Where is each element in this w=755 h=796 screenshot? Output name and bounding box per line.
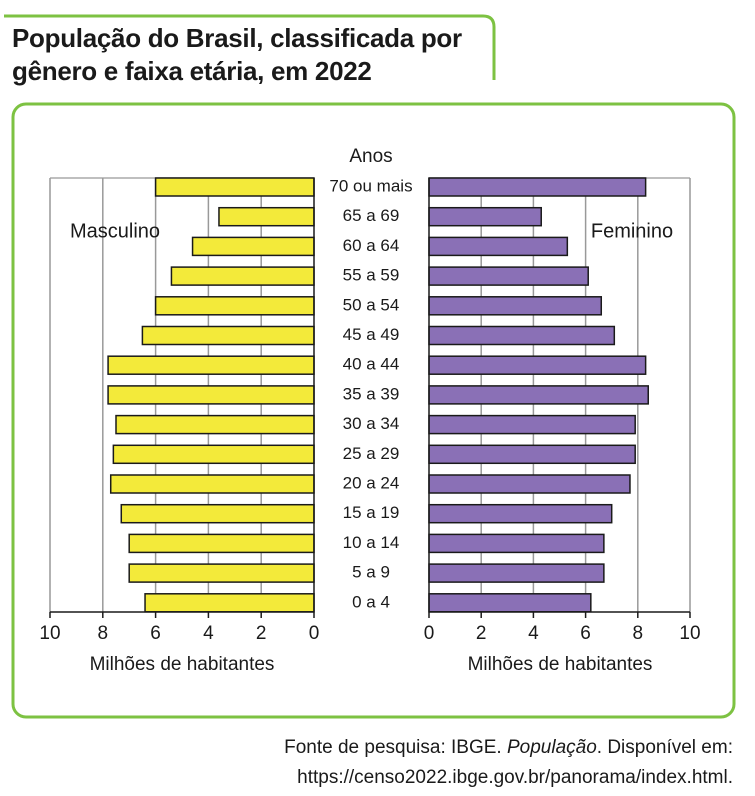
bar	[170, 266, 315, 286]
x-tick-label: 4	[528, 623, 539, 644]
x-tick-label: 2	[476, 623, 487, 644]
category-label: 15 a 19	[343, 503, 400, 522]
source-url: https://censo2022.ibge.gov.br/panorama/i…	[297, 767, 733, 788]
category-label: 70 ou mais	[329, 176, 412, 195]
title: População do Brasil, classificada por gê…	[12, 23, 462, 86]
bar	[191, 236, 315, 257]
x-tick-label: 0	[424, 623, 435, 644]
category-label: 45 a 49	[343, 325, 400, 344]
category-label: 0 a 4	[352, 592, 390, 611]
category-label: 10 a 14	[343, 533, 400, 552]
bar	[107, 355, 315, 375]
bar	[144, 593, 315, 613]
x-tick-label: 6	[580, 623, 591, 644]
category-label: 5 a 9	[352, 563, 390, 582]
source-work: População	[506, 737, 597, 758]
category-label: 55 a 59	[343, 266, 400, 285]
x-tick-label: 2	[256, 623, 267, 644]
bar	[428, 444, 636, 465]
bar	[112, 444, 315, 465]
x-tick-label: 0	[309, 623, 320, 644]
x-tick-label: 6	[150, 623, 161, 644]
x-tick-label: 8	[98, 623, 109, 644]
bar	[428, 177, 647, 197]
bar	[128, 533, 315, 554]
bar	[428, 296, 603, 316]
x-axis-label: Milhões de habitantes	[90, 654, 275, 675]
x-tick-label: 4	[203, 623, 214, 644]
category-label: 60 a 64	[343, 236, 400, 255]
bar	[141, 325, 315, 346]
bar	[115, 414, 315, 435]
category-label: 30 a 34	[343, 414, 400, 433]
category-label: 20 a 24	[343, 473, 400, 492]
category-label: 40 a 44	[343, 355, 400, 374]
bar	[428, 206, 542, 227]
bar	[428, 266, 589, 286]
bar	[154, 296, 315, 316]
category-axis-title: Anos	[349, 146, 392, 167]
source: Fonte de pesquisa: IBGE. População. Disp…	[284, 733, 733, 793]
bar	[120, 503, 315, 524]
bar	[428, 325, 616, 346]
legend-label: Feminino	[591, 220, 673, 242]
bar	[428, 355, 647, 375]
x-tick-label: 10	[679, 623, 700, 644]
bar	[107, 385, 315, 405]
bar	[109, 474, 315, 494]
bar	[428, 563, 605, 583]
title-frame	[4, 14, 496, 80]
bar	[428, 236, 569, 257]
x-axis-label: Milhões de habitantes	[468, 654, 653, 675]
bar	[428, 474, 631, 494]
category-label: 35 a 39	[343, 384, 400, 403]
source-text: . Disponível em:	[596, 737, 733, 758]
source-text: Fonte de pesquisa: IBGE.	[284, 737, 507, 758]
bar	[428, 593, 592, 613]
bar	[428, 385, 649, 405]
category-label: 25 a 29	[343, 444, 400, 463]
legend-label: Masculino	[70, 220, 160, 242]
chart-frame	[11, 102, 736, 719]
bar	[128, 563, 315, 583]
category-label: 50 a 54	[343, 295, 400, 314]
bar	[154, 177, 315, 197]
bar	[428, 414, 636, 435]
category-label: 65 a 69	[343, 206, 400, 225]
bar	[218, 206, 315, 227]
x-tick-label: 8	[633, 623, 644, 644]
x-tick-label: 10	[39, 623, 60, 644]
bar	[428, 503, 613, 524]
bar	[428, 533, 605, 554]
